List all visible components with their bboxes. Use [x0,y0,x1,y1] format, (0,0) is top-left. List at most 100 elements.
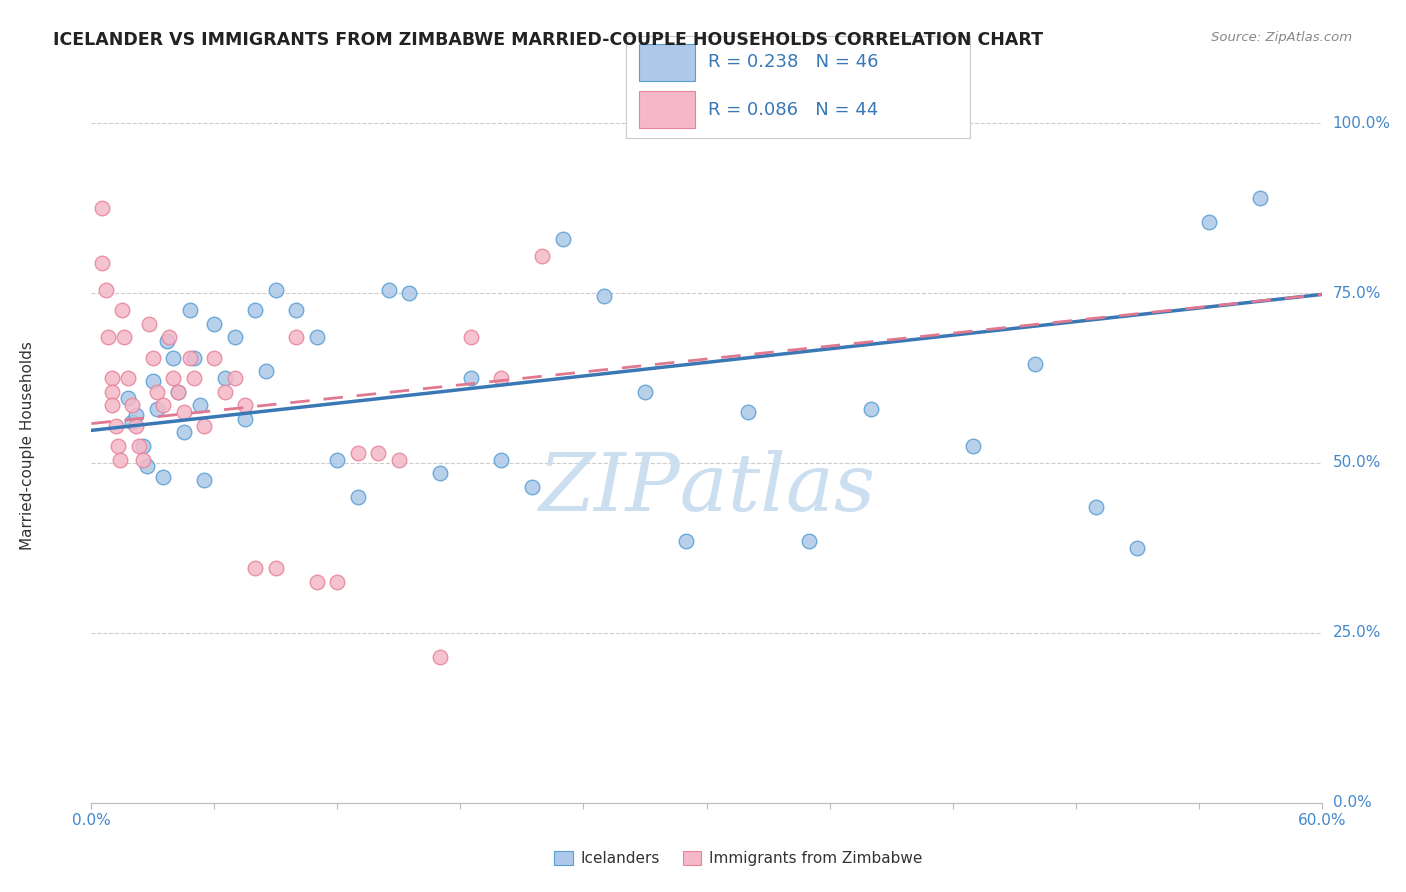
Point [531,249,554,263]
Point [179,303,201,318]
Point [108,452,131,467]
Point [675,534,697,549]
Point [112,330,135,344]
Point [214,371,236,385]
Point [166,384,188,399]
Point [142,375,165,389]
Point [156,334,179,348]
Point [326,574,349,589]
Text: 100.0%: 100.0% [1333,116,1391,131]
Point [460,330,482,344]
Point [142,351,165,365]
Point [90,255,112,269]
Point [305,330,328,344]
Point [202,317,225,331]
Point [233,398,256,412]
Point [101,398,124,412]
Point [152,469,174,483]
Point [202,351,225,365]
Point [105,418,127,433]
Point [1198,215,1220,229]
Point [962,439,984,453]
Text: 0.0%: 0.0% [1333,796,1371,810]
Point [347,490,370,504]
Point [245,303,267,318]
Point [1085,500,1108,515]
Point [166,384,188,399]
Point [125,409,148,423]
Legend: Icelanders, Immigrants from Zimbabwe: Icelanders, Immigrants from Zimbabwe [548,845,928,872]
Point [264,283,287,297]
Text: R = 0.086   N = 44: R = 0.086 N = 44 [709,101,879,119]
Point [125,418,148,433]
Point [121,415,143,429]
Point [377,283,399,297]
Point [593,289,616,303]
Point [183,371,205,385]
Bar [640,91,695,128]
Point [128,439,150,453]
Point [1024,358,1046,372]
Bar [640,44,695,81]
Point [491,371,513,385]
Point [117,392,139,406]
Point [1126,541,1149,555]
Point [859,401,882,416]
Point [398,286,420,301]
Point [429,466,451,480]
Point [111,303,134,318]
Point [245,561,267,575]
Point [285,330,308,344]
Point [90,201,112,215]
Point [146,384,169,399]
Point [388,452,411,467]
Point [101,371,124,385]
Point [634,384,657,399]
Point [193,473,215,487]
Point [797,534,820,549]
Text: 25.0%: 25.0% [1333,625,1381,640]
Text: R = 0.238   N = 46: R = 0.238 N = 46 [709,54,879,71]
Point [224,330,246,344]
Point [146,401,169,416]
Point [94,283,117,297]
Point [264,561,287,575]
Text: 75.0%: 75.0% [1333,285,1381,301]
Point [135,459,157,474]
Point [491,452,513,467]
Point [737,405,759,419]
Point [131,452,153,467]
Point [173,425,195,440]
Point [117,371,139,385]
Point [224,371,246,385]
Point [101,384,124,399]
Point [460,371,482,385]
Point [157,330,180,344]
Point [121,398,143,412]
Point [347,446,370,460]
Point [1249,191,1271,205]
Point [305,574,328,589]
Point [179,351,201,365]
Text: 50.0%: 50.0% [1333,456,1381,470]
Point [173,405,195,419]
Point [152,398,174,412]
Text: ICELANDER VS IMMIGRANTS FROM ZIMBABWE MARRIED-COUPLE HOUSEHOLDS CORRELATION CHAR: ICELANDER VS IMMIGRANTS FROM ZIMBABWE MA… [53,31,1043,49]
Point [551,232,574,246]
Point [97,330,120,344]
Point [162,351,184,365]
Text: Married-couple Households: Married-couple Households [20,342,35,550]
Point [522,480,544,494]
Point [188,398,211,412]
Point [254,364,277,378]
Point [131,439,153,453]
Point [162,371,184,385]
Point [138,317,160,331]
Point [285,303,308,318]
Point [429,649,451,664]
Point [107,439,129,453]
Text: ZIP​atlas: ZIP​atlas [538,450,875,527]
Point [233,412,256,426]
Text: Source: ZipAtlas.com: Source: ZipAtlas.com [1212,31,1353,45]
Point [326,452,349,467]
